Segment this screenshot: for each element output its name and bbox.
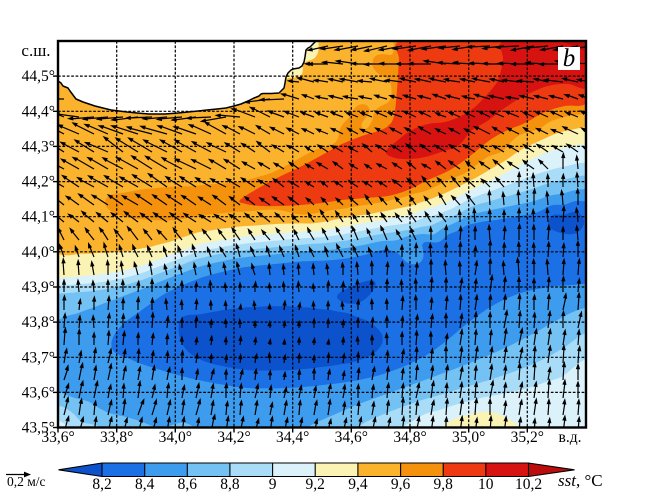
svg-text:sst, °C: sst, °C: [558, 471, 603, 490]
svg-text:34,6°: 34,6°: [335, 429, 368, 446]
svg-text:34,8°: 34,8°: [393, 429, 426, 446]
svg-text:44,3°: 44,3°: [22, 138, 55, 155]
svg-text:35,0°: 35,0°: [452, 429, 485, 446]
svg-text:44,0°: 44,0°: [22, 244, 55, 261]
svg-text:8,2: 8,2: [92, 476, 111, 493]
svg-text:10,2: 10,2: [515, 476, 542, 493]
svg-text:9: 9: [269, 476, 277, 493]
svg-text:33,6°: 33,6°: [41, 429, 74, 446]
svg-text:44,4°: 44,4°: [22, 103, 55, 120]
svg-text:44,2°: 44,2°: [22, 174, 55, 191]
svg-text:44,5°: 44,5°: [22, 68, 55, 85]
svg-text:43,5°: 43,5°: [22, 420, 55, 437]
svg-text:8,8: 8,8: [220, 476, 240, 493]
svg-text:10: 10: [478, 476, 494, 493]
svg-text:43,6°: 43,6°: [22, 384, 55, 401]
svg-text:0,2 м/с: 0,2 м/с: [7, 474, 46, 489]
svg-text:9,8: 9,8: [434, 476, 454, 493]
svg-text:43,7°: 43,7°: [22, 349, 55, 366]
svg-text:44,1°: 44,1°: [22, 209, 55, 226]
svg-text:9,6: 9,6: [391, 476, 411, 493]
svg-text:8,4: 8,4: [135, 476, 155, 493]
svg-text:8,6: 8,6: [178, 476, 198, 493]
svg-text:с.ш.: с.ш.: [21, 41, 50, 60]
svg-text:35,2°: 35,2°: [511, 429, 544, 446]
svg-text:43,8°: 43,8°: [22, 314, 55, 331]
svg-text:9,4: 9,4: [348, 476, 368, 493]
svg-text:9,2: 9,2: [306, 476, 325, 493]
svg-text:34,0°: 34,0°: [159, 429, 192, 446]
svg-text:34,4°: 34,4°: [276, 429, 309, 446]
svg-text:b: b: [563, 45, 576, 72]
svg-text:43,9°: 43,9°: [22, 279, 55, 296]
svg-text:33,8°: 33,8°: [100, 429, 133, 446]
svg-text:в.д.: в.д.: [559, 429, 582, 446]
svg-text:34,2°: 34,2°: [217, 429, 250, 446]
